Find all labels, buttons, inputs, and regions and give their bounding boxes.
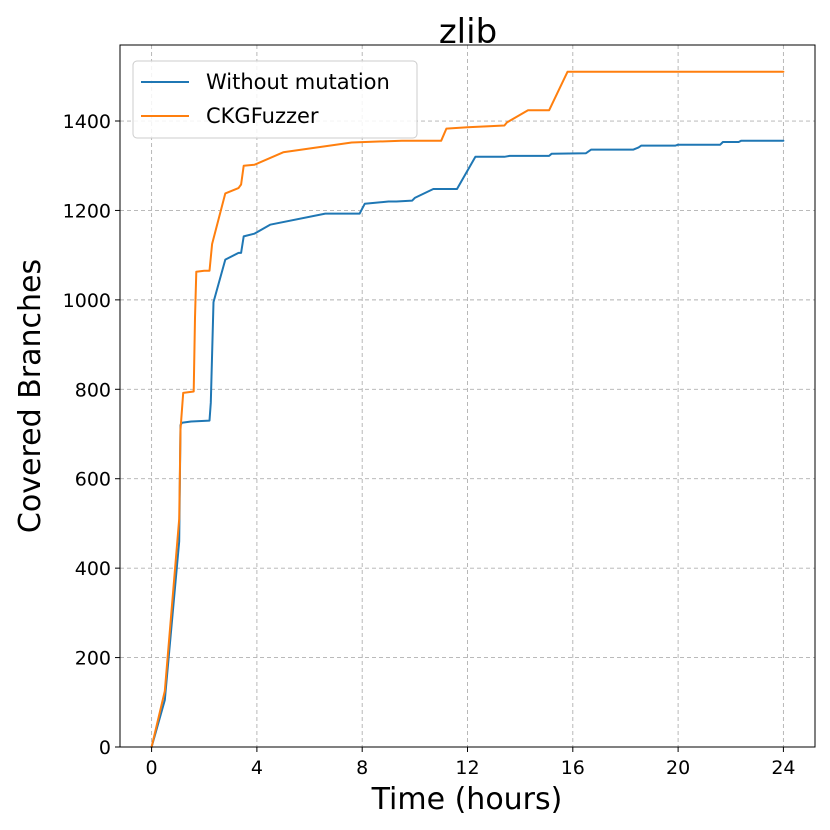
x-tick-label: 20: [666, 757, 690, 779]
y-tick-label: 1000: [63, 290, 111, 312]
y-axis: 0 200 400 600 800 1000 1200 1400: [63, 111, 120, 759]
x-axis-title: Time (hours): [371, 782, 563, 817]
x-tick-label: 24: [771, 757, 795, 779]
y-tick-label: 400: [75, 558, 111, 580]
y-tick-label: 1200: [63, 200, 111, 222]
legend-box: [132, 60, 418, 139]
series-line-without-mutation: [150, 139, 785, 748]
x-tick-label: 16: [561, 757, 585, 779]
y-tick-label: 0: [99, 737, 111, 759]
y-tick-label: 200: [75, 648, 111, 670]
y-tick-label: 1400: [63, 111, 111, 133]
x-tick-label: 4: [251, 757, 263, 779]
legend-label-without-mutation: Without mutation: [206, 70, 390, 94]
legend-label-ckgfuzzer: CKGFuzzer: [206, 104, 319, 128]
y-tick-label: 800: [75, 379, 111, 401]
y-axis-title: Covered Branches: [13, 259, 48, 533]
x-tick-label: 0: [146, 757, 158, 779]
x-tick-label: 8: [356, 757, 368, 779]
x-tick-label: 12: [455, 757, 479, 779]
x-axis: 0 4 8 12 16 20 24: [146, 747, 796, 779]
chart-title: zlib: [439, 12, 497, 52]
series-layer: [150, 70, 785, 748]
series-line-ckgfuzzer: [150, 70, 785, 748]
y-tick-label: 600: [75, 469, 111, 491]
grid: [120, 45, 815, 748]
legend: Without mutation CKGFuzzer: [132, 60, 418, 139]
